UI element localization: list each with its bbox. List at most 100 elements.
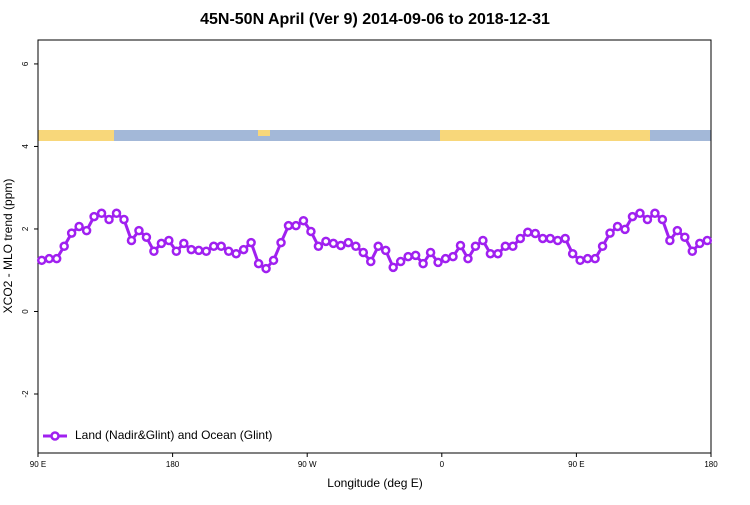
- data-point: [328, 238, 339, 249]
- data-point: [134, 225, 144, 236]
- data-point: [380, 245, 391, 256]
- x-tick-label: 90 W: [298, 460, 317, 469]
- data-point: [51, 253, 62, 264]
- data-point: [582, 253, 593, 264]
- data-point: [149, 246, 159, 256]
- data-point: [156, 238, 167, 249]
- y-tick-label: 4: [21, 144, 30, 149]
- data-point: [470, 241, 481, 252]
- chart-title: 45N-50N April (Ver 9) 2014-09-06 to 2018…: [200, 11, 550, 28]
- data-point: [433, 257, 443, 268]
- data-point: [695, 238, 705, 249]
- data-point: [306, 226, 316, 237]
- data-point: [665, 235, 675, 246]
- data-point: [298, 215, 309, 226]
- data-point: [366, 256, 376, 267]
- data-point: [680, 232, 690, 242]
- data-point: [89, 211, 99, 222]
- data-point: [455, 240, 466, 251]
- data-point: [395, 256, 406, 267]
- data-point: [552, 235, 563, 246]
- data-point: [702, 235, 713, 246]
- data-point: [687, 246, 698, 256]
- data-point: [74, 221, 84, 232]
- data-point: [246, 237, 256, 248]
- data-point: [410, 250, 421, 261]
- data-point: [515, 233, 526, 244]
- x-tick-label: 180: [166, 460, 180, 469]
- data-point: [223, 246, 234, 256]
- data-point: [36, 255, 47, 266]
- data-point: [179, 238, 189, 249]
- data-point: [194, 245, 204, 256]
- data-point: [283, 220, 294, 231]
- data-point: [186, 244, 197, 255]
- data-point: [672, 225, 683, 236]
- data-point: [358, 247, 369, 258]
- data-point: [141, 232, 152, 242]
- data-point: [373, 241, 383, 252]
- data-point: [403, 251, 413, 262]
- data-point: [500, 241, 511, 252]
- y-tick-label: 2: [21, 226, 30, 231]
- data-point: [336, 240, 346, 251]
- data-point: [44, 253, 54, 264]
- data-point: [642, 214, 653, 225]
- data-point: [231, 248, 241, 259]
- legend-marker: [50, 431, 60, 441]
- data-point: [425, 247, 436, 258]
- data-point: [253, 258, 264, 269]
- data-point: [567, 248, 578, 259]
- data-point: [59, 241, 69, 252]
- data-point: [493, 248, 503, 259]
- x-tick-label: 90 E: [30, 460, 46, 469]
- plot-frame: [37, 39, 712, 454]
- data-point: [321, 236, 331, 247]
- data-point: [81, 225, 92, 236]
- x-axis-label: Longitude (deg E): [327, 476, 422, 490]
- data-point: [485, 248, 496, 259]
- data-point: [261, 263, 271, 274]
- data-point: [343, 237, 354, 248]
- legend-label: Land (Nadir&Glint) and Ocean (Glint): [75, 428, 272, 442]
- data-point: [418, 258, 428, 269]
- x-tick-label: 90 E: [568, 460, 584, 469]
- y-tick-label: -2: [21, 390, 30, 398]
- data-point: [560, 233, 570, 244]
- data-point: [66, 228, 77, 238]
- data-point: [164, 235, 174, 246]
- data-point: [291, 220, 301, 231]
- data-point: [104, 214, 114, 225]
- y-tick-label: 6: [21, 61, 30, 66]
- data-point: [605, 228, 615, 238]
- data-point: [268, 255, 279, 266]
- data-point: [448, 251, 458, 262]
- data-point: [119, 214, 129, 225]
- y-tick-label: 0: [21, 309, 30, 314]
- x-tick-label: 0: [440, 460, 445, 469]
- data-point: [545, 233, 555, 244]
- data-point: [463, 253, 473, 264]
- data-point: [276, 237, 286, 248]
- data-point: [657, 214, 668, 225]
- data-point: [238, 244, 249, 255]
- data-point: [171, 246, 182, 256]
- data-point: [538, 233, 548, 244]
- y-axis-label: XCO2 - MLO trend (ppm): [1, 179, 15, 314]
- data-point: [351, 241, 361, 252]
- data-point: [388, 262, 398, 273]
- data-point: [216, 241, 226, 252]
- data-point: [627, 211, 638, 222]
- data-point: [597, 241, 608, 252]
- data-point: [440, 253, 451, 264]
- data-point: [620, 224, 630, 235]
- data-point: [612, 221, 623, 232]
- data-point: [635, 208, 645, 219]
- data-point: [508, 241, 518, 252]
- data-point: [650, 208, 660, 219]
- data-point: [126, 235, 137, 246]
- data-point: [478, 235, 488, 246]
- data-point: [201, 246, 211, 256]
- data-point: [530, 228, 541, 239]
